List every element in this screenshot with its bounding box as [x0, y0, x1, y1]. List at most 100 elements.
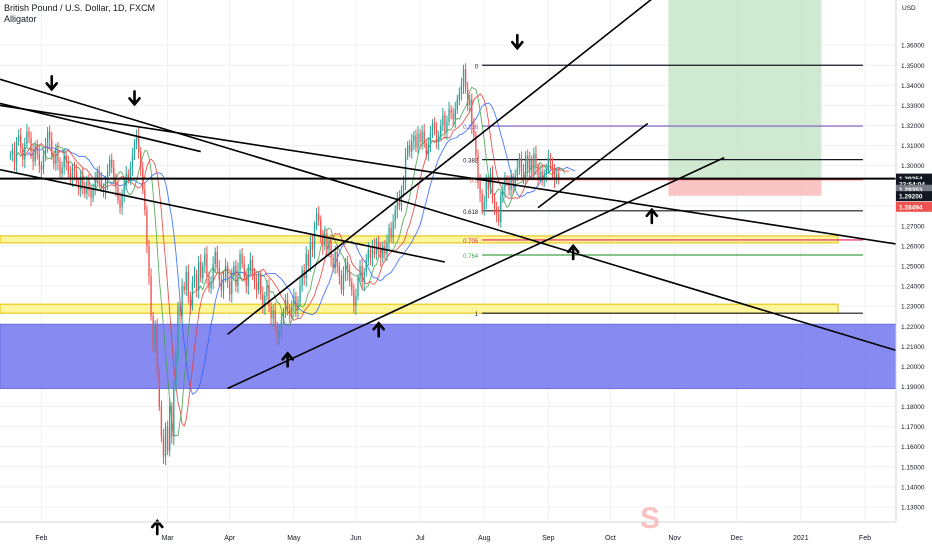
- candle: [431, 119, 434, 138]
- candle-body: [34, 145, 36, 162]
- candle: [245, 271, 247, 294]
- candle-body: [36, 145, 38, 154]
- candle: [317, 206, 320, 226]
- candle: [115, 173, 117, 197]
- candle: [460, 77, 463, 101]
- candle-body: [462, 69, 465, 86]
- candle: [20, 127, 22, 154]
- candle: [406, 141, 409, 161]
- candle-body: [336, 251, 338, 267]
- candle: [59, 157, 61, 179]
- candle-body: [61, 167, 63, 174]
- candle-body: [206, 253, 208, 277]
- candle: [179, 300, 181, 324]
- candle: [42, 149, 45, 175]
- price-badge: [896, 173, 932, 184]
- candle: [456, 94, 458, 114]
- candle: [162, 429, 165, 464]
- candle: [373, 238, 376, 259]
- candle: [344, 257, 347, 282]
- candle: [13, 141, 16, 171]
- candle: [226, 261, 229, 288]
- candle: [411, 133, 413, 159]
- candle: [272, 304, 274, 327]
- candle-body: [235, 266, 237, 287]
- candle-body: [191, 282, 194, 307]
- candle-body: [421, 131, 423, 142]
- candle: [363, 267, 365, 291]
- candle: [458, 87, 461, 106]
- trendline: [0, 102, 201, 153]
- candle-body: [82, 175, 84, 186]
- candle: [547, 149, 550, 175]
- candle-body: [57, 149, 59, 162]
- candle: [171, 402, 173, 444]
- candle: [533, 147, 535, 180]
- candle: [444, 111, 446, 139]
- candle-body: [210, 282, 212, 289]
- candle-body: [537, 167, 539, 178]
- candle-body: [11, 149, 14, 156]
- time-tick-label: Oct: [605, 535, 616, 542]
- time-tick-label: Apr: [224, 535, 236, 542]
- price-badge-label: 1.29200: [899, 194, 923, 201]
- candle-body: [502, 189, 504, 196]
- candle: [351, 277, 353, 296]
- chart-legend: British Pound / U.S. Dollar, 1D, FXCM Al…: [4, 3, 155, 25]
- candle: [26, 123, 28, 148]
- candle: [133, 139, 136, 161]
- trendline: [0, 78, 897, 352]
- candle-body: [243, 264, 245, 277]
- candle-body: [96, 171, 98, 180]
- candle: [378, 235, 380, 258]
- candle-body: [274, 310, 276, 327]
- candle: [48, 125, 51, 149]
- candle: [154, 320, 156, 354]
- candle-body: [67, 161, 69, 174]
- candle-body: [483, 201, 485, 210]
- candle: [289, 303, 291, 323]
- arrow-down-icon: [128, 90, 141, 107]
- candle: [286, 292, 289, 316]
- candle-body: [216, 251, 218, 269]
- candle-body: [272, 310, 274, 319]
- candle-body: [369, 249, 372, 258]
- candle-body: [320, 219, 322, 236]
- candle-body: [42, 155, 45, 170]
- candle: [332, 253, 334, 273]
- candle-body: [431, 123, 434, 134]
- price-tick-label: 1.24000: [901, 284, 925, 291]
- candle: [520, 151, 523, 181]
- candle: [413, 131, 415, 151]
- candle: [135, 129, 138, 150]
- candle-body: [413, 135, 415, 142]
- candle-body: [466, 89, 469, 106]
- currency-label: USD: [902, 5, 916, 12]
- candle: [65, 151, 67, 171]
- price-tick-label: 1.21000: [901, 344, 925, 351]
- candle: [44, 137, 47, 162]
- candle-body: [262, 294, 264, 307]
- candle-body: [460, 85, 463, 94]
- candle-body: [270, 306, 272, 319]
- candle-body: [469, 99, 471, 106]
- candle-body: [15, 141, 18, 164]
- candle: [82, 168, 84, 195]
- candle: [477, 149, 479, 189]
- candle: [553, 164, 556, 189]
- candle-body: [446, 121, 448, 132]
- candle-body: [448, 109, 450, 122]
- candle-body: [189, 296, 192, 307]
- candle: [309, 235, 312, 272]
- candle-body: [13, 149, 16, 164]
- candle: [450, 105, 452, 120]
- candle: [137, 127, 140, 159]
- candle-body: [425, 143, 427, 154]
- candle: [483, 195, 485, 216]
- candle-body: [185, 272, 187, 291]
- candle: [353, 284, 355, 314]
- candle-body: [367, 249, 370, 260]
- candle: [71, 163, 74, 187]
